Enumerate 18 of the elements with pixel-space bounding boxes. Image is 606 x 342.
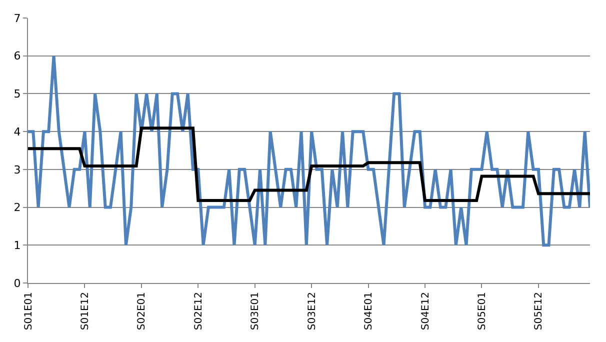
x-tick-label: S03E01 [250,292,262,330]
x-tick-label: S05E01 [476,292,488,330]
y-tick-label: 6 [14,50,21,63]
x-tick-label: S05E12 [534,292,545,330]
y-tick-label: 1 [14,238,21,252]
y-tick-label: 4 [14,125,21,138]
x-tick-label: S04E01 [364,292,375,330]
y-tick-label: 7 [14,12,21,25]
x-tick-label: S04E12 [420,292,432,330]
y-tick-label: 2 [14,201,21,214]
x-tick-label: S01E12 [80,292,91,330]
x-tick-label: S01E01 [23,292,34,330]
x-tick-label: S02E01 [136,292,148,330]
x-tick-label: S02E12 [193,292,204,330]
x-tick-label: S03E12 [306,292,318,330]
y-tick-label: 5 [14,88,21,101]
y-tick-label: 0 [14,276,21,290]
y-tick-label: 3 [14,163,21,176]
